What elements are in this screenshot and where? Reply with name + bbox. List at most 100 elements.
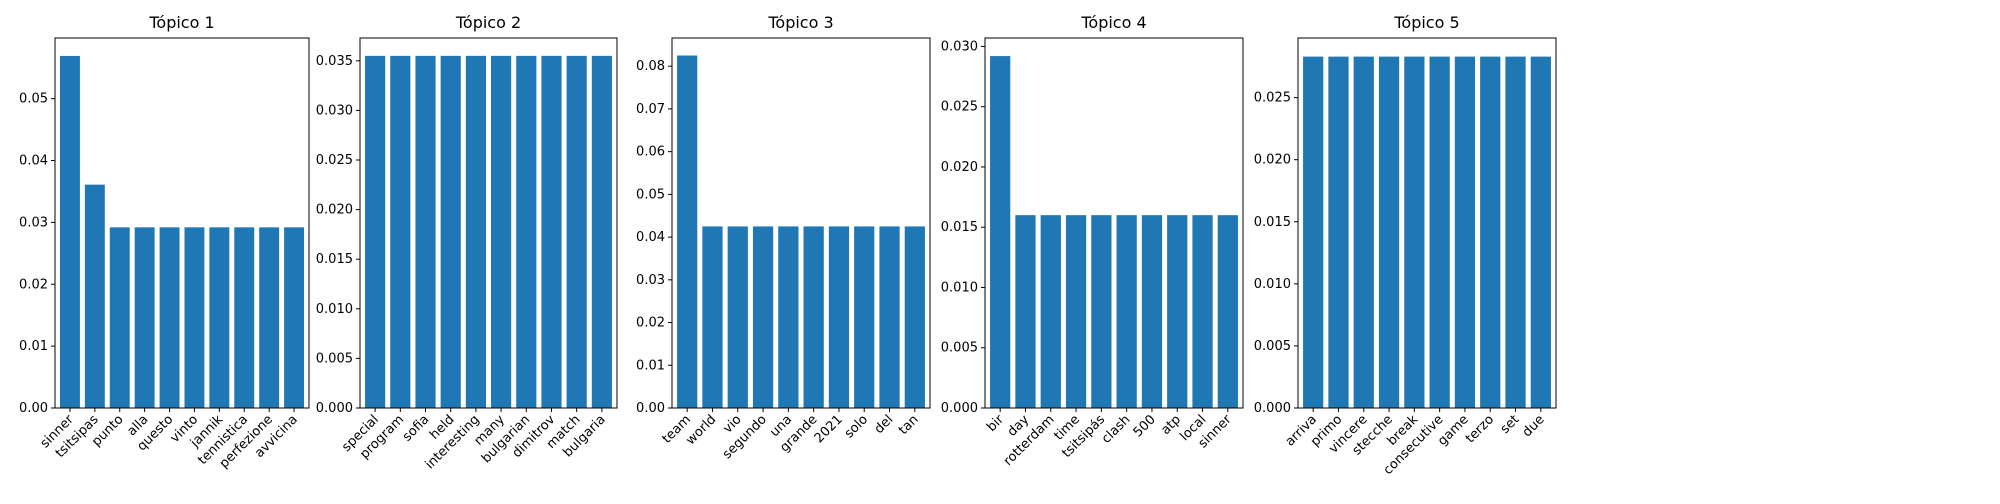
x-tick-label: tan (896, 412, 922, 438)
bar (84, 184, 105, 408)
y-tick-label: 0.010 (941, 280, 978, 295)
y-tick-label: 0.00 (19, 401, 48, 416)
bar (778, 226, 799, 408)
bar (541, 55, 562, 409)
chart-title: Tópico 3 (767, 13, 833, 32)
axes-frame (671, 37, 931, 409)
y-tick-label: 0.025 (316, 153, 353, 168)
bar (854, 226, 875, 408)
chart-title: Tópico 2 (455, 13, 521, 32)
y-tick-label: 0.04 (19, 154, 48, 169)
bar (365, 55, 386, 409)
y-tick-label: 0.020 (941, 160, 978, 175)
x-tick-label: sofia (400, 412, 432, 444)
chart-panel-3: 0.000.010.020.030.040.050.060.070.08team… (636, 13, 931, 462)
bar (591, 55, 612, 409)
x-tick-label: solo (842, 412, 871, 441)
y-tick-label: 0.005 (941, 341, 978, 356)
bar (440, 55, 461, 409)
y-tick-label: 0.08 (636, 59, 665, 74)
y-tick-label: 0.03 (636, 273, 665, 288)
x-tick-label: 2021 (812, 412, 846, 446)
axes-frame (54, 37, 310, 409)
x-tick-label: due (1520, 412, 1548, 440)
bar (990, 56, 1011, 408)
y-tick-label: 0.000 (1254, 401, 1291, 416)
bar (465, 55, 486, 409)
bar (134, 227, 155, 408)
y-tick-label: 0.010 (1254, 277, 1291, 292)
bar (1040, 215, 1061, 408)
y-tick-label: 0.04 (636, 230, 665, 245)
bar (1015, 215, 1036, 408)
axes-frame (359, 37, 618, 409)
y-tick-label: 0.05 (19, 92, 48, 107)
y-tick-label: 0.02 (636, 316, 665, 331)
bar (1480, 56, 1501, 409)
y-tick-label: 0.03 (19, 215, 48, 230)
bar (1141, 215, 1163, 408)
y-tick-label: 0.01 (19, 339, 48, 354)
bar (1217, 215, 1238, 408)
bar (59, 55, 80, 408)
bar (415, 55, 436, 409)
bar (1530, 56, 1551, 409)
bar (1192, 215, 1213, 408)
y-tick-label: 0.010 (316, 302, 353, 317)
chart-title: Tópico 1 (148, 13, 214, 32)
bar (1167, 215, 1188, 408)
x-tick-label: clash (1099, 412, 1133, 446)
y-tick-label: 0.030 (316, 103, 353, 118)
y-tick-label: 0.030 (941, 39, 978, 54)
bar (491, 55, 512, 409)
bar (1065, 215, 1087, 408)
x-tick-label: set (1498, 412, 1523, 437)
bar (1116, 215, 1137, 408)
x-tick-label: del (872, 412, 897, 437)
chart-panel-1: 0.000.010.020.030.040.05sinnertsitsipasp… (19, 13, 310, 471)
bar (1378, 56, 1400, 409)
x-tick-label: bir (984, 412, 1007, 435)
y-tick-label: 0.06 (636, 145, 665, 160)
bar (184, 227, 205, 408)
chart-title: Tópico 5 (1393, 13, 1459, 32)
y-tick-label: 0.015 (941, 220, 978, 235)
chart-title: Tópico 4 (1080, 13, 1146, 32)
bar (752, 226, 774, 408)
bar (390, 55, 411, 409)
bar (1353, 56, 1374, 409)
bar (828, 226, 850, 408)
y-tick-label: 0.025 (1254, 91, 1291, 106)
y-tick-label: 0.00 (636, 401, 665, 416)
axes-frame (984, 37, 1244, 409)
y-tick-label: 0.025 (941, 100, 978, 115)
chart-panel-5: 0.0000.0050.0100.0150.0200.025arrivaprim… (1254, 13, 1557, 478)
y-tick-label: 0.000 (941, 401, 978, 416)
x-tick-label: 500 (1131, 412, 1159, 440)
bar (1328, 56, 1349, 409)
bar (284, 227, 305, 408)
y-tick-label: 0.000 (316, 401, 353, 416)
chart-panel-2: 0.000 0.005 0.010 0.015 0.020 0.025 0.030 0.035… (316, 13, 618, 472)
bar (1404, 56, 1425, 409)
y-tick-label: 0.005 (316, 351, 353, 366)
y-tick-label: 0.020 (316, 203, 353, 218)
y-tick-label: 0.020 (1254, 153, 1291, 168)
axes-frame (1297, 37, 1557, 409)
y-tick-label: 0.005 (1254, 339, 1291, 354)
bar (234, 227, 255, 408)
bar (566, 55, 587, 409)
bar (259, 227, 280, 408)
bar (879, 226, 900, 408)
x-tick-label: terzo (1463, 412, 1497, 446)
bar (1505, 56, 1526, 409)
bar (109, 227, 130, 408)
y-tick-label: 0.05 (636, 187, 665, 202)
bar (1303, 56, 1324, 409)
bar (1454, 56, 1476, 409)
y-tick-label: 0.02 (19, 277, 48, 292)
bar (803, 226, 824, 408)
bar (904, 226, 925, 408)
